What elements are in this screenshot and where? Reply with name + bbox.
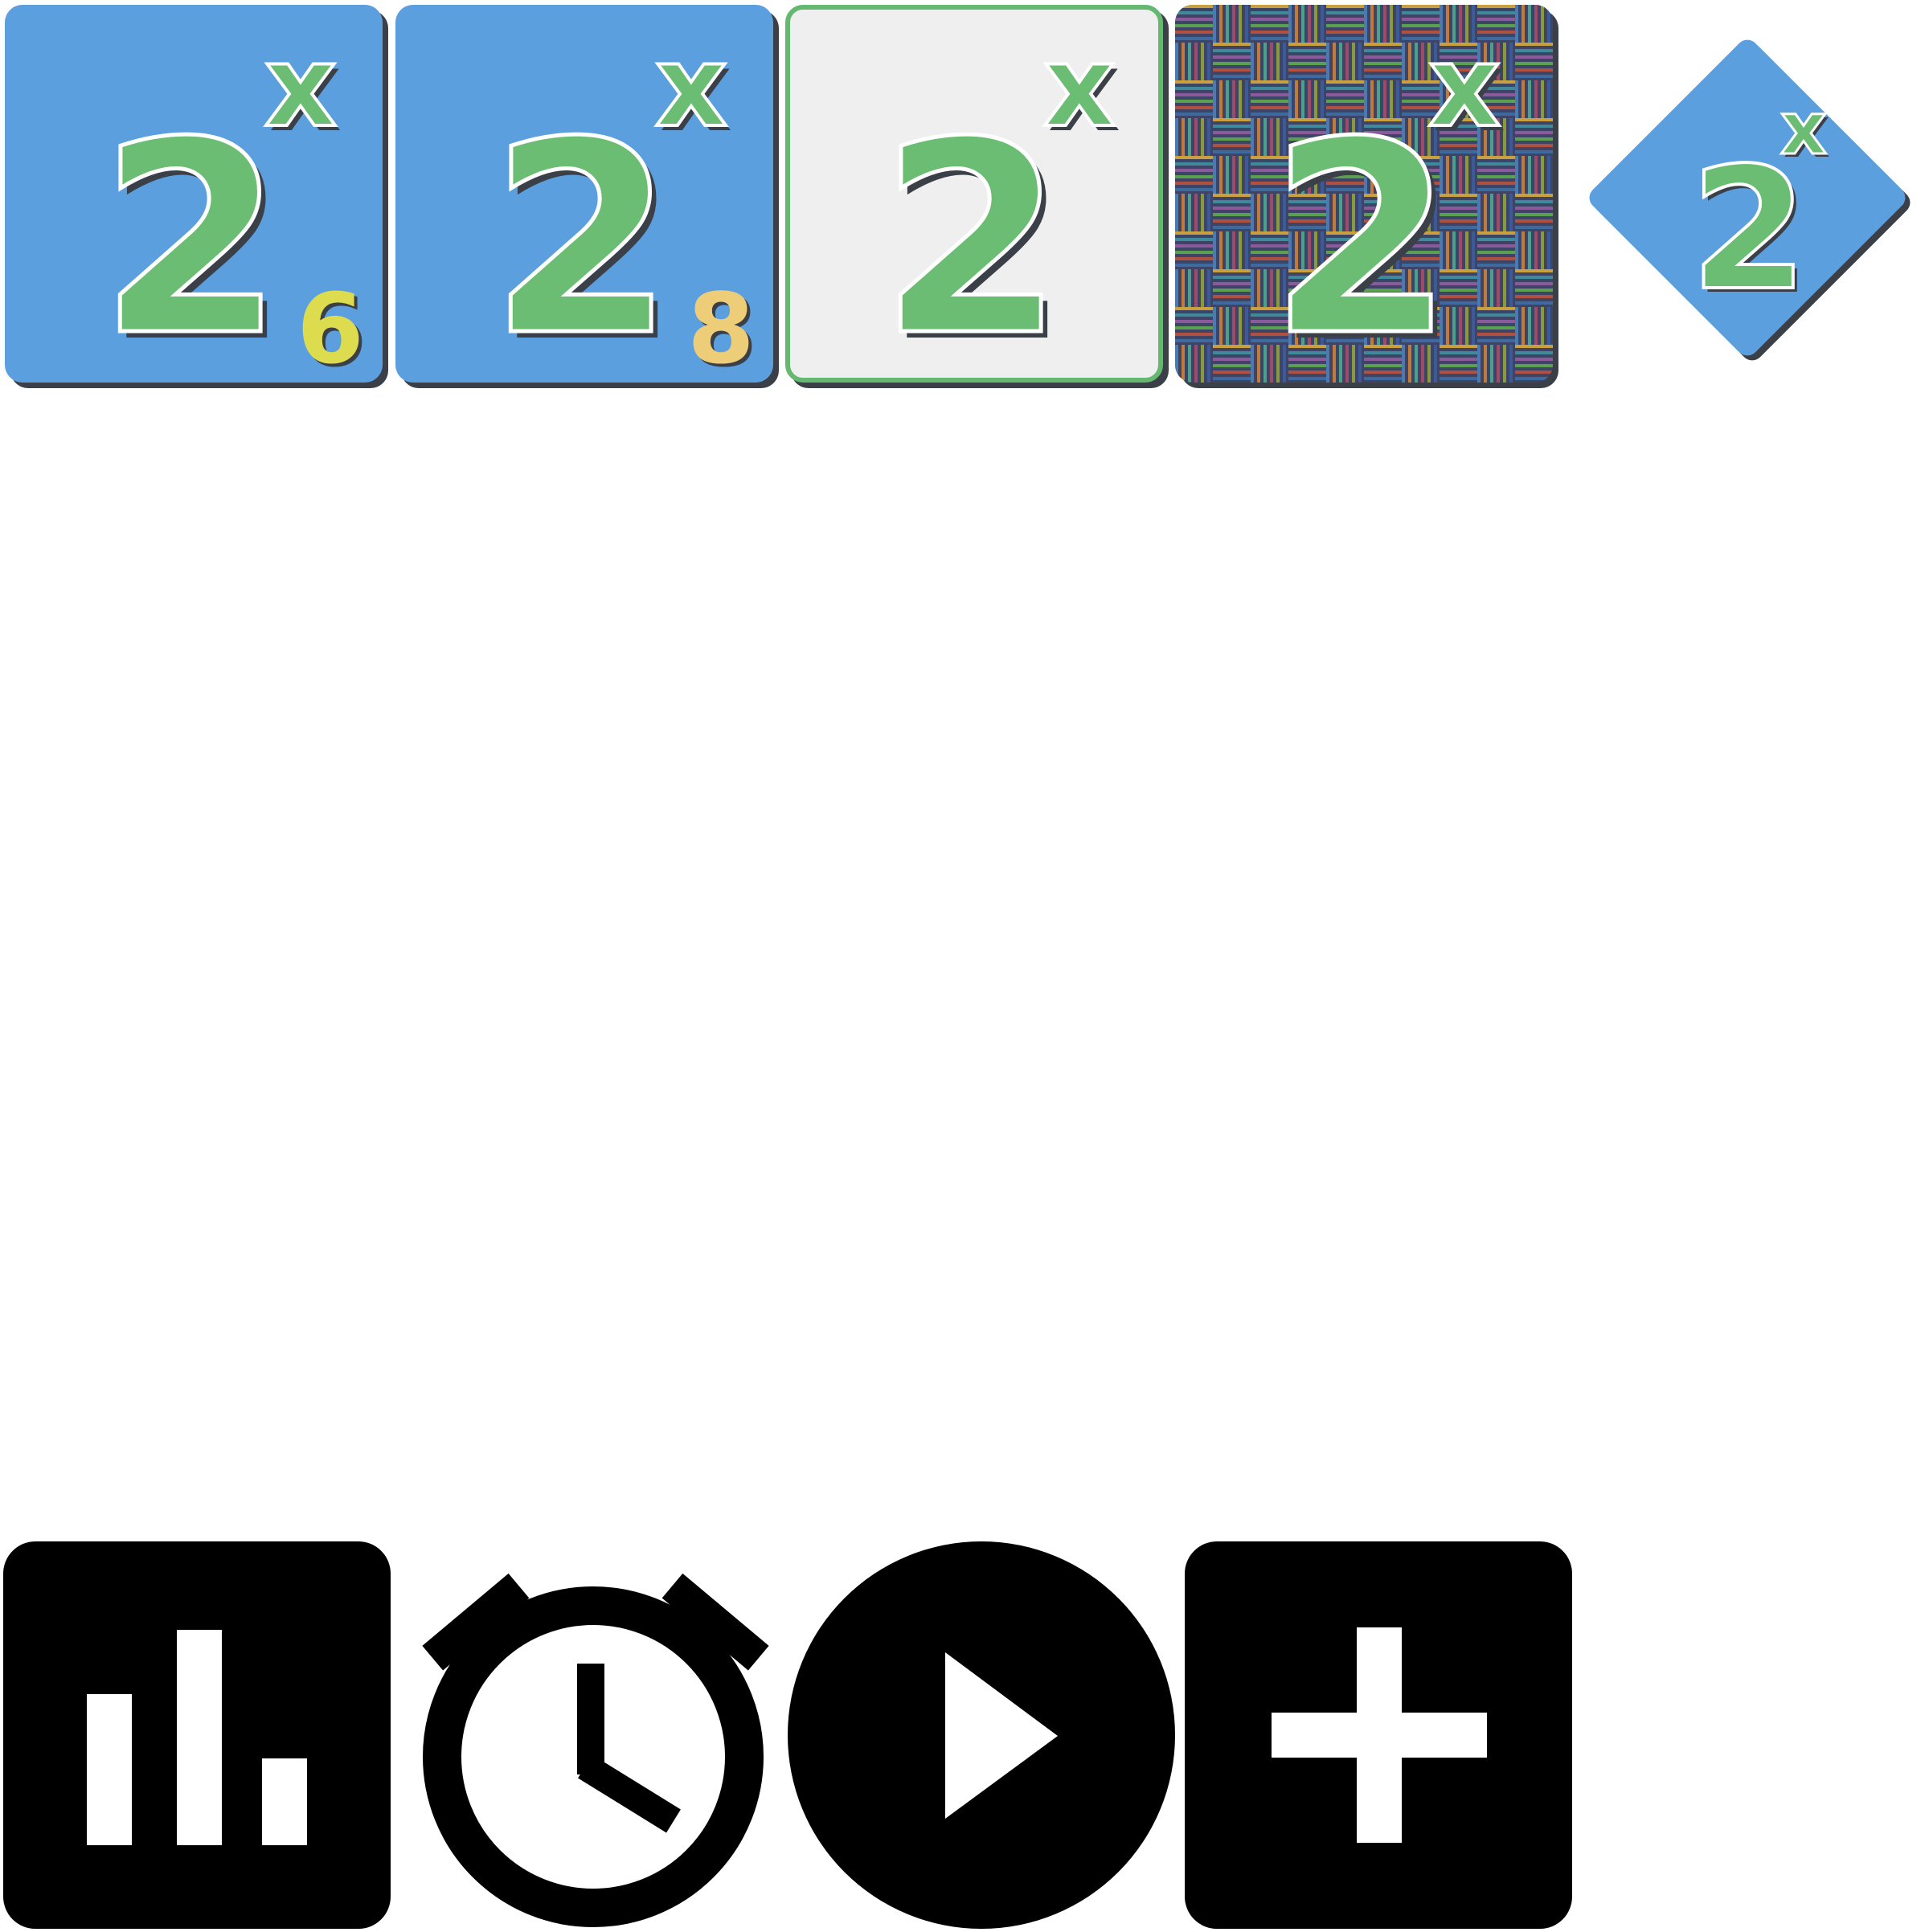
tile-2x-woven[interactable]: 2 2 x x bbox=[1175, 5, 1553, 383]
woven-pattern-background: 2 2 x x bbox=[1175, 5, 1553, 383]
two-power-x-icon: 2 2 x x 6 6 bbox=[97, 20, 367, 383]
stats-button[interactable] bbox=[3, 1541, 391, 1929]
two-power-x-icon: 2 2 x x bbox=[878, 20, 1120, 378]
tile-2x-badge-6[interactable]: 2 2 x x 6 6 bbox=[5, 5, 383, 383]
base-digit: 2 bbox=[879, 85, 1064, 378]
exponent-letter: x bbox=[264, 22, 337, 153]
bar-chart-icon bbox=[3, 1541, 391, 1929]
base-shadow: 2 bbox=[886, 92, 1071, 378]
timer-button[interactable] bbox=[402, 1541, 789, 1929]
exponent-letter: x bbox=[1428, 22, 1501, 153]
two-power-x-diamond-icon: 2 2 x x bbox=[1589, 39, 1911, 361]
exponent-shadow: x bbox=[660, 27, 732, 158]
base-digit: 2 bbox=[99, 85, 284, 383]
badge-number: 8 bbox=[687, 274, 755, 383]
stopwatch-icon bbox=[422, 1573, 769, 1927]
play-icon bbox=[788, 1541, 1175, 1929]
base-shadow: 2 bbox=[1694, 135, 1812, 332]
exponent-shadow: x bbox=[1433, 27, 1505, 158]
base-digit: 2 bbox=[489, 85, 674, 383]
badge-shadow: 8 bbox=[690, 277, 758, 383]
two-power-x-icon: 2 2 x x 8 8 bbox=[488, 20, 758, 383]
plus-icon bbox=[1185, 1541, 1572, 1929]
exponent-letter: x bbox=[655, 22, 727, 153]
add-button[interactable] bbox=[1185, 1541, 1572, 1929]
base-shadow: 2 bbox=[105, 92, 290, 383]
play-button[interactable] bbox=[788, 1541, 1175, 1929]
base-shadow: 2 bbox=[496, 92, 681, 383]
exponent-shadow: x bbox=[269, 27, 342, 158]
tile-2x-plain[interactable]: 2 2 x x bbox=[785, 5, 1163, 383]
tile-2x-diamond[interactable]: 2 2 x x bbox=[1562, 13, 1929, 383]
exponent-shadow: x bbox=[1784, 90, 1830, 174]
exponent-letter: x bbox=[1043, 22, 1116, 153]
exponent-shadow: x bbox=[1048, 27, 1120, 158]
badge-number: 6 bbox=[297, 274, 364, 383]
base-digit: 2 bbox=[1690, 131, 1808, 328]
base-shadow: 2 bbox=[1276, 92, 1460, 383]
badge-shadow: 6 bbox=[300, 277, 367, 383]
tile-2x-badge-8[interactable]: 2 2 x x 8 8 bbox=[395, 5, 773, 383]
base-digit: 2 bbox=[1269, 85, 1454, 383]
exponent-letter: x bbox=[1780, 87, 1827, 171]
